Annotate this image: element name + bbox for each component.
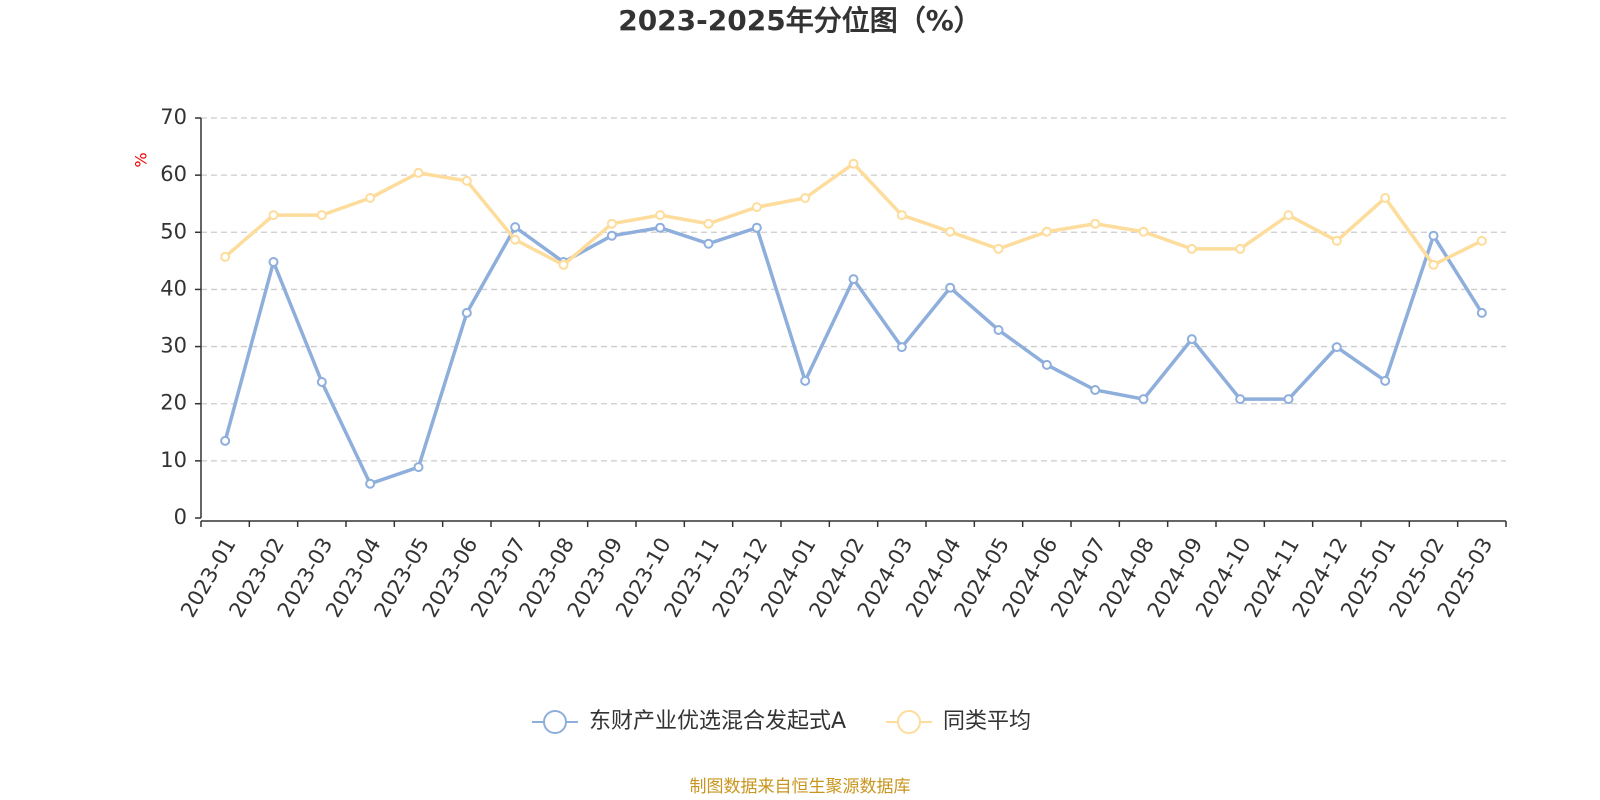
- point: [1138, 394, 1149, 405]
- y-tick-label: 70: [160, 105, 187, 129]
- legend-marker: [543, 710, 567, 734]
- legend-marker: [897, 710, 921, 734]
- point: [558, 259, 569, 270]
- point: [365, 478, 376, 489]
- point: [606, 218, 617, 229]
- point: [848, 274, 859, 285]
- series-line: [223, 224, 1484, 486]
- point: [606, 230, 617, 241]
- point: [413, 462, 424, 473]
- point: [1476, 235, 1487, 246]
- point: [1041, 226, 1052, 237]
- point: [1235, 394, 1246, 405]
- point: [1090, 218, 1101, 229]
- point: [703, 238, 714, 249]
- point: [510, 234, 521, 245]
- point: [655, 222, 666, 233]
- point: [1428, 230, 1439, 241]
- point: [751, 202, 762, 213]
- point: [461, 175, 472, 186]
- point: [365, 193, 376, 203]
- point: [510, 222, 521, 233]
- point: [848, 158, 859, 169]
- y-tick-label: 60: [160, 162, 187, 186]
- point: [800, 375, 811, 386]
- point: [1235, 243, 1246, 254]
- point: [1186, 243, 1197, 254]
- point: [800, 193, 811, 203]
- y-tick-label: 40: [160, 276, 187, 300]
- point: [655, 210, 666, 221]
- y-tick-label: 10: [160, 448, 187, 472]
- chart-title: 2023-2025年分位图（%）: [618, 4, 982, 37]
- point: [316, 210, 327, 221]
- y-axis-label: %: [132, 152, 151, 167]
- point: [268, 210, 279, 221]
- point: [945, 226, 956, 237]
- point: [413, 167, 424, 178]
- legend-label: 东财产业优选混合发起式A: [589, 709, 846, 734]
- point: [316, 377, 327, 387]
- y-tick-label: 50: [160, 219, 187, 243]
- point: [1331, 235, 1342, 246]
- point: [1138, 226, 1149, 237]
- point: [268, 257, 279, 267]
- point: [220, 435, 231, 446]
- point: [896, 210, 907, 221]
- y-tick-label: 30: [160, 334, 187, 358]
- point: [1041, 359, 1052, 370]
- point: [1380, 193, 1391, 203]
- point: [1283, 394, 1294, 405]
- y-tick-label: 0: [174, 505, 187, 529]
- point: [1186, 334, 1197, 345]
- point: [896, 342, 907, 353]
- point: [1476, 307, 1487, 318]
- y-tick-label: 20: [160, 391, 187, 415]
- point: [751, 222, 762, 233]
- point: [1283, 210, 1294, 221]
- source-note: 制图数据来自恒生聚源数据库: [690, 777, 911, 797]
- point: [993, 325, 1004, 335]
- point: [1090, 385, 1101, 395]
- legend-label: 同类平均: [943, 709, 1031, 734]
- point: [703, 218, 714, 229]
- point: [1380, 375, 1391, 386]
- point: [993, 243, 1004, 254]
- point: [1331, 342, 1342, 353]
- point: [220, 251, 231, 262]
- point: [945, 282, 956, 293]
- point: [461, 307, 472, 318]
- point: [1428, 259, 1439, 270]
